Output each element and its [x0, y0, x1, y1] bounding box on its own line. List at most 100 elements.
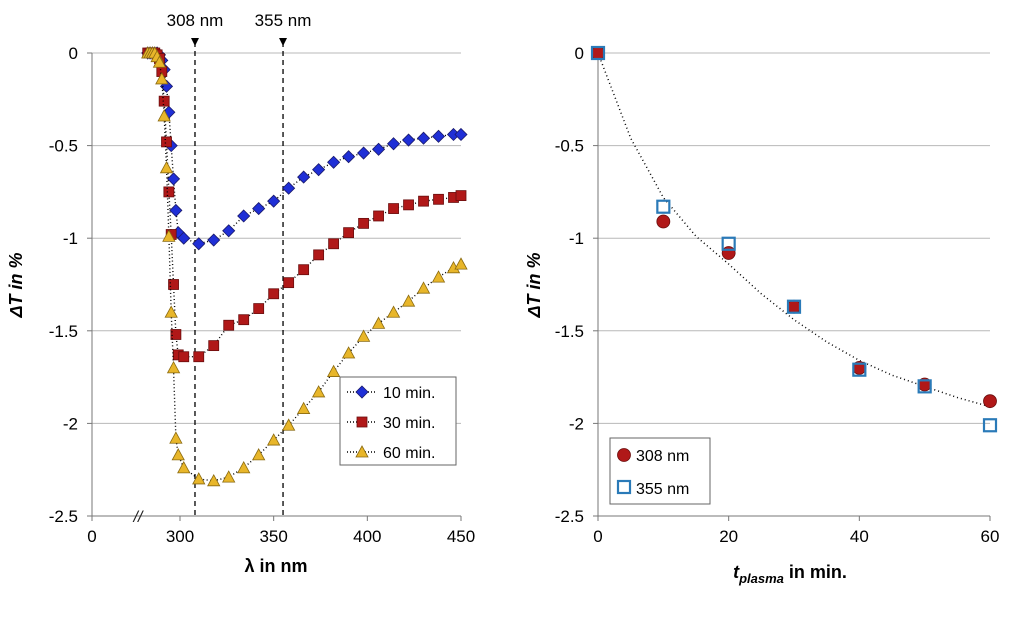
left-point-30min: [328, 238, 340, 250]
left-point-60min: [192, 472, 206, 485]
left-y-tick-label: -0.5: [49, 137, 78, 156]
right-point-308nm: [983, 394, 997, 409]
left-legend: 10 min. 30 min. 60 min.: [339, 376, 457, 466]
right-x-axis-label-sub: plasma: [738, 571, 784, 586]
left-point-10min: [222, 224, 236, 238]
wavelength-marker-arrow: [279, 38, 288, 46]
wavelength-marker-arrow: [190, 38, 199, 46]
left-point-10min: [207, 233, 221, 247]
right-point-355nm: [721, 236, 736, 251]
left-point-10min: [357, 146, 371, 160]
left-point-30min: [418, 195, 429, 207]
left-point-60min: [341, 346, 356, 359]
left-point-10min: [192, 237, 206, 251]
right-y-tick-label: 0: [575, 44, 584, 63]
left-series-2: [141, 46, 468, 487]
left-point-30min: [238, 314, 250, 326]
left-point-60min: [311, 385, 326, 398]
right-series-0: [591, 46, 997, 409]
left-x-tick-label: 450: [447, 527, 475, 546]
left-chart: 0 -0.5 -1 -1.5 -2 -2.5 0 300 350 400 450 308 nm 355 …: [49, 11, 475, 546]
left-point-60min: [162, 229, 176, 242]
left-point-60min: [296, 401, 311, 414]
right-point-308nm: [656, 214, 671, 229]
left-y-axis-label: ΔT in %: [6, 252, 26, 318]
legend-label-30: 30 min.: [383, 415, 435, 432]
legend-label-10: 10 min.: [383, 385, 435, 402]
left-point-10min: [177, 231, 191, 245]
right-x-tick-label: 20: [719, 527, 738, 546]
left-point-30min: [298, 264, 310, 276]
right-y-axis-label: ΔT in %: [524, 252, 544, 318]
left-point-30min: [455, 190, 467, 202]
left-point-60min: [155, 72, 169, 85]
left-point-30min: [343, 227, 355, 239]
left-point-30min: [168, 279, 179, 290]
legend-marker-30: [356, 416, 368, 428]
right-point-308nm: [591, 46, 605, 60]
left-point-60min: [207, 473, 221, 487]
left-point-10min: [342, 150, 356, 164]
left-point-30min: [313, 249, 325, 261]
right-point-355nm: [590, 45, 606, 61]
right-point-308nm: [787, 299, 801, 314]
right-x-axis-label-suffix: in min.: [784, 562, 847, 582]
left-point-30min: [161, 136, 172, 148]
left-point-10min: [297, 170, 311, 184]
left-point-30min: [170, 329, 182, 340]
left-point-30min: [373, 210, 384, 222]
right-y-tick-label: -2.5: [555, 507, 584, 526]
left-point-10min: [312, 163, 326, 177]
left-series-0: [141, 46, 468, 251]
right-x-tick-label: 60: [981, 527, 1000, 546]
left-y-tick-label: -2.5: [49, 507, 78, 526]
left-point-10min: [282, 181, 296, 195]
left-point-10min: [372, 142, 386, 156]
left-point-10min: [169, 203, 183, 217]
left-point-60min: [454, 257, 468, 270]
left-point-10min: [267, 194, 281, 208]
right-x-axis-label-t: t: [733, 562, 740, 582]
left-point-30min: [158, 95, 170, 107]
right-point-355nm: [786, 299, 802, 314]
left-point-10min: [454, 127, 468, 142]
left-point-10min: [237, 209, 251, 223]
legend-label-355: 355 nm: [636, 481, 689, 498]
left-point-60min: [252, 448, 266, 461]
right-x-axis-label: tplasma in min.: [733, 562, 847, 586]
left-x-tick-label: 0: [87, 527, 96, 546]
left-point-60min: [416, 281, 431, 294]
left-point-60min: [157, 109, 171, 122]
left-point-60min: [356, 329, 371, 342]
right-point-308nm: [721, 246, 736, 260]
left-point-30min: [403, 199, 414, 211]
wavelength-marker-label: 355 nm: [255, 11, 312, 30]
left-point-60min: [386, 305, 401, 318]
right-x-tick-label: 40: [850, 527, 869, 546]
left-point-30min: [388, 203, 399, 214]
right-legend: 308 nm 355 nm: [609, 437, 711, 505]
right-point-355nm: [917, 379, 932, 394]
left-y-tick-label: -1: [63, 229, 78, 248]
wavelength-marker-label: 308 nm: [167, 11, 224, 30]
left-point-60min: [164, 305, 178, 318]
left-point-60min: [237, 461, 251, 474]
left-point-60min: [326, 364, 341, 377]
left-point-10min: [327, 155, 341, 169]
right-point-355nm: [656, 199, 671, 214]
legend-label-308: 308 nm: [636, 448, 689, 465]
left-point-30min: [178, 351, 190, 363]
left-point-60min: [159, 160, 174, 174]
left-y-tick-label: -2: [63, 414, 78, 433]
legend-label-60: 60 min.: [383, 445, 435, 462]
right-y-tick-label: -0.5: [555, 137, 584, 156]
left-point-10min: [416, 131, 431, 145]
left-point-60min: [177, 461, 191, 474]
left-x-tick-label: 350: [259, 527, 287, 546]
left-x-tick-label: 300: [166, 527, 194, 546]
left-point-30min: [163, 186, 175, 198]
right-point-355nm: [852, 362, 867, 377]
left-y-tick-label: -1.5: [49, 322, 78, 341]
